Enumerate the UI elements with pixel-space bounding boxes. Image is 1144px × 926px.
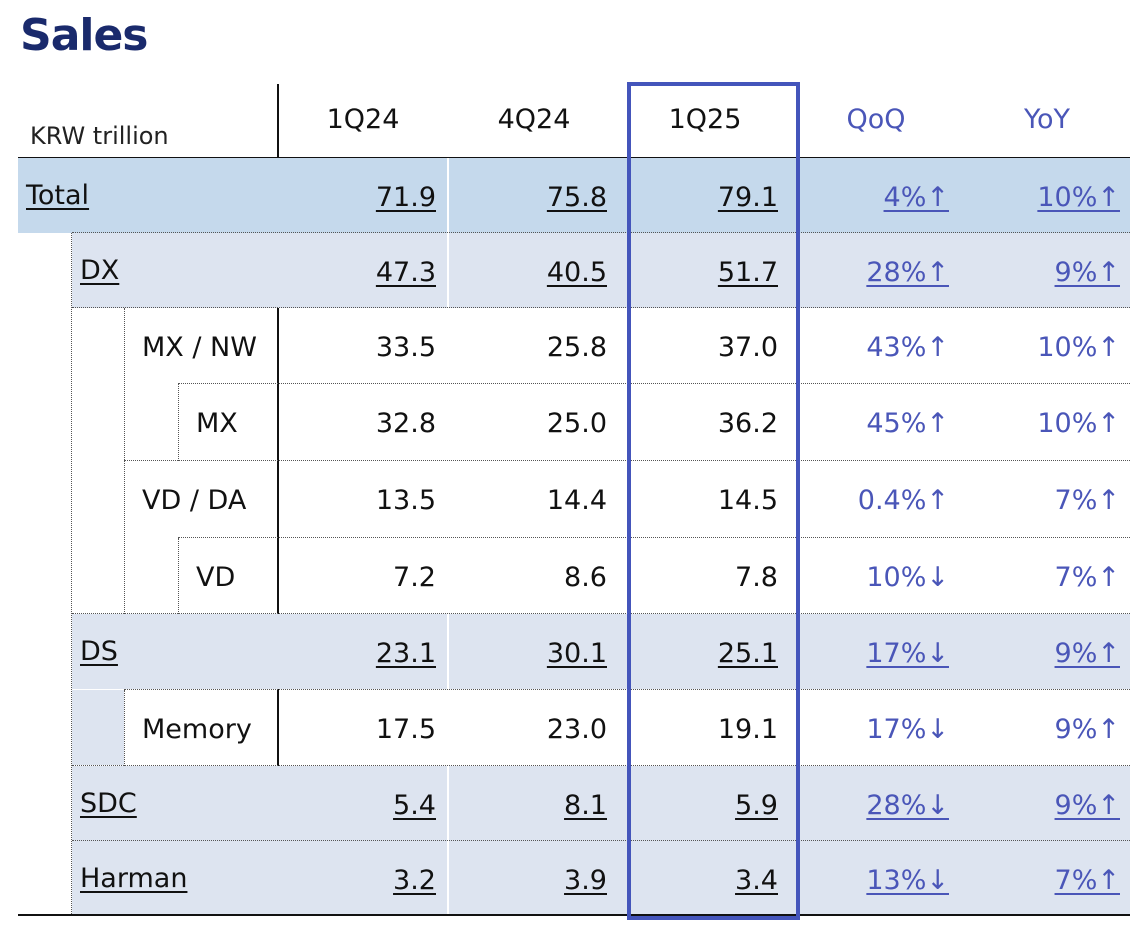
cell-memory-yoy: 9%↑ xyxy=(1054,714,1120,745)
col-header-1q24: 1Q24 xyxy=(326,104,400,135)
cell-mxnw-4q24: 25.8 xyxy=(546,332,607,363)
table-bottom-rule xyxy=(18,914,1130,916)
cell-sdc-yoy[interactable]: 9%↑ xyxy=(1054,790,1120,821)
row-separator xyxy=(124,460,1130,461)
cell-total-qoq[interactable]: 4%↑ xyxy=(883,182,949,213)
page-title: Sales xyxy=(20,10,148,61)
row-separator xyxy=(178,537,1130,538)
col-header-qoq: QoQ xyxy=(846,104,906,135)
table-row-ds: DS 23.1 30.1 25.1 17%↓ 9%↑ xyxy=(0,614,1144,689)
label-column-divider xyxy=(277,84,279,914)
cell-mxnw-yoy: 10%↑ xyxy=(1037,332,1120,363)
row-label-vd: VD xyxy=(196,562,236,593)
cell-dx-qoq[interactable]: 28%↑ xyxy=(866,257,949,288)
cell-total-1q24[interactable]: 71.9 xyxy=(375,182,436,213)
cell-sdc-qoq[interactable]: 28%↓ xyxy=(866,790,949,821)
col-header-1q25: 1Q25 xyxy=(668,104,742,135)
cell-mxnw-qoq: 43%↑ xyxy=(866,332,949,363)
row-label-memory: Memory xyxy=(142,714,252,745)
cell-harman-4q24[interactable]: 3.9 xyxy=(564,865,607,896)
row-label-ds[interactable]: DS xyxy=(80,636,118,667)
cell-sdc-1q24[interactable]: 5.4 xyxy=(393,790,436,821)
cell-memory-4q24: 23.0 xyxy=(546,714,607,745)
cell-total-1q25[interactable]: 79.1 xyxy=(717,182,778,213)
indent-guide xyxy=(124,308,125,614)
row-separator xyxy=(178,383,1130,384)
table-row-mx: MX 32.8 25.0 36.2 45%↑ 10%↑ xyxy=(0,384,1144,459)
cell-dx-1q25[interactable]: 51.7 xyxy=(717,257,778,288)
row-label-mx: MX xyxy=(196,408,238,439)
cell-vd-yoy: 7%↑ xyxy=(1054,562,1120,593)
table-row-dx: DX 47.3 40.5 51.7 28%↑ 9%↑ xyxy=(0,233,1144,308)
table-row-vd: VD 7.2 8.6 7.8 10%↓ 7%↑ xyxy=(0,538,1144,613)
indent-guide xyxy=(71,233,72,914)
row-separator xyxy=(72,613,1130,614)
cell-mx-yoy: 10%↑ xyxy=(1037,408,1120,439)
cell-vdda-qoq: 0.4%↑ xyxy=(857,485,949,516)
indent-guide xyxy=(178,538,179,614)
col-header-yoy: YoY xyxy=(1024,104,1070,135)
cell-mx-1q25: 36.2 xyxy=(717,408,778,439)
cell-vdda-yoy: 7%↑ xyxy=(1054,485,1120,516)
cell-ds-qoq[interactable]: 17%↓ xyxy=(866,638,949,669)
row-separator xyxy=(72,232,1130,233)
cell-ds-yoy[interactable]: 9%↑ xyxy=(1054,638,1120,669)
cell-mxnw-1q25: 37.0 xyxy=(717,332,778,363)
cell-memory-1q25: 19.1 xyxy=(717,714,778,745)
cell-dx-yoy[interactable]: 9%↑ xyxy=(1054,257,1120,288)
cell-mxnw-1q24: 33.5 xyxy=(375,332,436,363)
row-separator xyxy=(72,765,1130,766)
table-row-harman: Harman 3.2 3.9 3.4 13%↓ 7%↑ xyxy=(0,841,1144,916)
row-label-total[interactable]: Total xyxy=(26,180,90,211)
cell-vd-1q24: 7.2 xyxy=(393,562,436,593)
row-label-harman[interactable]: Harman xyxy=(80,863,188,894)
cell-vdda-1q25: 14.5 xyxy=(717,485,778,516)
row-separator xyxy=(72,307,1130,308)
cell-mx-qoq: 45%↑ xyxy=(866,408,949,439)
cell-total-4q24[interactable]: 75.8 xyxy=(546,182,607,213)
cell-vd-1q25: 7.8 xyxy=(735,562,778,593)
indent-guide xyxy=(124,690,125,766)
cell-vdda-4q24: 14.4 xyxy=(546,485,607,516)
cell-ds-1q25[interactable]: 25.1 xyxy=(717,638,778,669)
table-row-mx-nw: MX / NW 33.5 25.8 37.0 43%↑ 10%↑ xyxy=(0,308,1144,383)
cell-ds-4q24[interactable]: 30.1 xyxy=(546,638,607,669)
cell-vdda-1q24: 13.5 xyxy=(375,485,436,516)
row-label-dx[interactable]: DX xyxy=(80,255,120,286)
row-label-vd-da: VD / DA xyxy=(142,485,247,516)
cell-harman-1q25[interactable]: 3.4 xyxy=(735,865,778,896)
col-header-4q24: 4Q24 xyxy=(497,104,571,135)
row-separator xyxy=(124,689,1130,690)
indent-guide xyxy=(178,384,179,461)
cell-mx-1q24: 32.8 xyxy=(375,408,436,439)
cell-harman-qoq[interactable]: 13%↓ xyxy=(866,865,949,896)
cell-sdc-1q25[interactable]: 5.9 xyxy=(735,790,778,821)
cell-harman-yoy[interactable]: 7%↑ xyxy=(1054,865,1120,896)
cell-vd-qoq: 10%↓ xyxy=(866,562,949,593)
cell-total-yoy[interactable]: 10%↑ xyxy=(1037,182,1120,213)
cell-mx-4q24: 25.0 xyxy=(546,408,607,439)
cell-memory-qoq: 17%↓ xyxy=(866,714,949,745)
cell-sdc-4q24[interactable]: 8.1 xyxy=(564,790,607,821)
row-label-sdc[interactable]: SDC xyxy=(80,788,137,819)
cell-dx-4q24[interactable]: 40.5 xyxy=(546,257,607,288)
cell-harman-1q24[interactable]: 3.2 xyxy=(393,865,436,896)
cell-ds-1q24[interactable]: 23.1 xyxy=(375,638,436,669)
table-row-sdc: SDC 5.4 8.1 5.9 28%↓ 9%↑ xyxy=(0,766,1144,841)
table-row-total: Total 71.9 75.8 79.1 4%↑ 10%↑ xyxy=(0,158,1144,233)
cell-memory-1q24: 17.5 xyxy=(375,714,436,745)
unit-label: KRW trillion xyxy=(30,122,169,150)
row-separator xyxy=(72,840,1130,841)
table-row-vd-da: VD / DA 13.5 14.4 14.5 0.4%↑ 7%↑ xyxy=(0,461,1144,536)
cell-vd-4q24: 8.6 xyxy=(564,562,607,593)
cell-dx-1q24[interactable]: 47.3 xyxy=(375,257,436,288)
table-row-memory: Memory 17.5 23.0 19.1 17%↓ 9%↑ xyxy=(0,690,1144,765)
row-label-mx-nw: MX / NW xyxy=(142,332,257,363)
